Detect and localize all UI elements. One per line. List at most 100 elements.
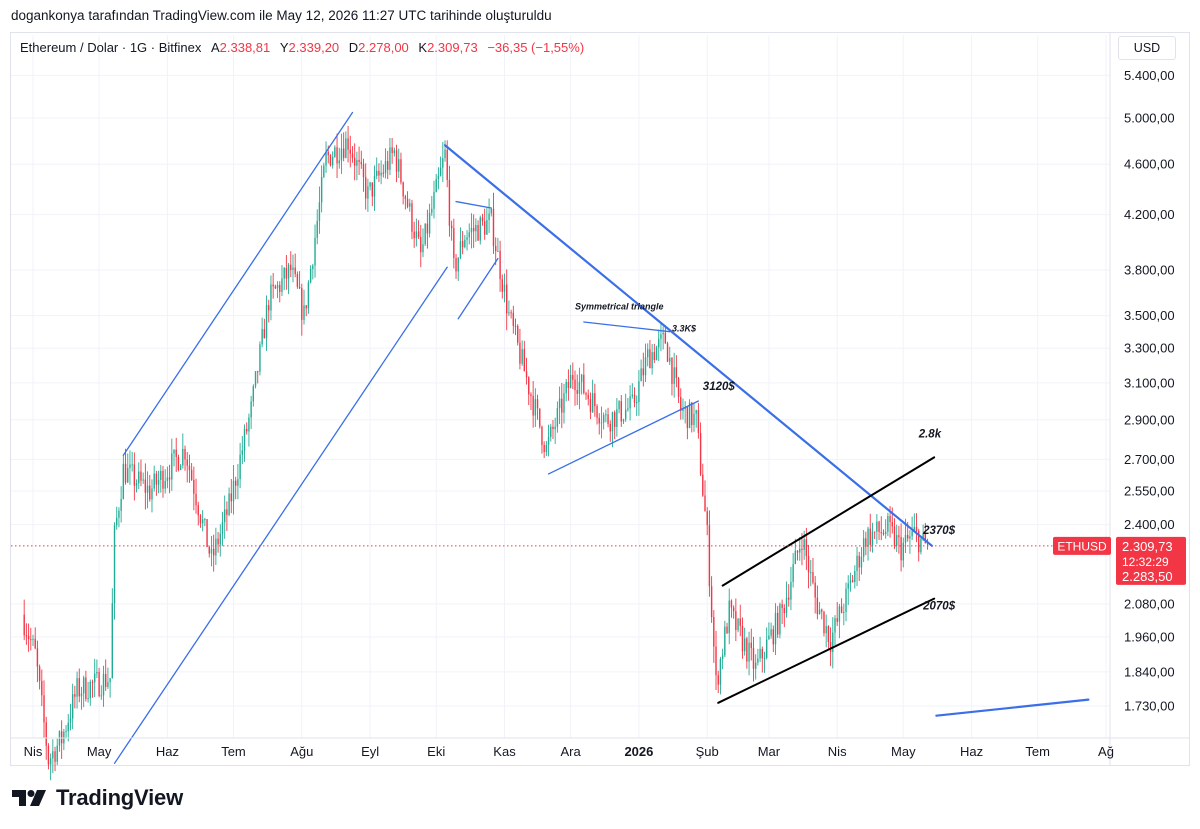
candle <box>613 410 616 440</box>
candle <box>96 659 98 679</box>
last-price-value: 2.309,73 <box>1122 539 1173 554</box>
last-price-tag <box>1116 536 1186 585</box>
candle <box>254 371 257 389</box>
y-tick-label: 1.960,00 <box>1124 629 1175 644</box>
x-tick-label: May <box>891 744 916 759</box>
candle <box>547 424 550 457</box>
candle <box>882 529 885 536</box>
candle <box>160 464 162 493</box>
candle <box>184 445 186 471</box>
candle <box>65 725 67 739</box>
candle <box>287 262 290 295</box>
time-axis: Nis May Haz Tem Ağu Eyl Eki Kas Ara 2026 Şub Mar Nis… <box>11 737 1189 759</box>
candle <box>503 273 506 303</box>
candle <box>666 341 669 363</box>
candle <box>878 520 880 540</box>
candle <box>638 370 640 416</box>
candle <box>501 274 504 299</box>
x-tick-label: 2026 <box>624 744 653 759</box>
candle <box>197 501 199 526</box>
candle <box>743 627 746 656</box>
symbol-label[interactable]: Ethereum / Dolar · 1G · Bitfinex <box>20 40 202 55</box>
candle <box>356 151 358 181</box>
candle <box>406 191 409 209</box>
candle <box>840 598 843 614</box>
candle <box>856 546 858 587</box>
candle <box>635 395 638 416</box>
candle <box>550 423 552 442</box>
candle <box>138 462 140 490</box>
candle <box>360 150 362 169</box>
candle <box>631 383 633 399</box>
candle <box>829 627 832 667</box>
high-label: Y <box>279 40 289 55</box>
y-tick-label: 3.300,00 <box>1124 341 1175 356</box>
candle <box>382 164 385 178</box>
candle <box>199 514 202 528</box>
candle <box>155 470 158 496</box>
tradingview-wordmark: TradingView <box>56 785 183 810</box>
candle <box>536 394 539 420</box>
y-tick-label: 2.550,00 <box>1124 484 1175 499</box>
rising-channel-upper <box>122 111 354 456</box>
currency-button[interactable]: USD <box>1118 36 1176 60</box>
candle <box>569 364 572 389</box>
y-tick-label: 2.900,00 <box>1124 412 1175 427</box>
candle <box>735 598 737 642</box>
candle <box>49 753 52 781</box>
candle <box>653 343 656 364</box>
candle <box>186 451 188 483</box>
candle <box>453 218 455 269</box>
candle <box>783 604 786 628</box>
y-tick-label: 3.800,00 <box>1124 263 1175 278</box>
candle <box>210 535 213 567</box>
candle <box>439 156 442 177</box>
candle <box>479 215 481 245</box>
candle <box>175 437 177 473</box>
candle <box>737 617 739 633</box>
y-tick-label: 2.700,00 <box>1124 452 1175 467</box>
candle <box>688 399 691 429</box>
candle <box>252 384 255 407</box>
candle <box>241 436 244 465</box>
bar-countdown: 12:32:29 <box>1122 555 1169 569</box>
chart-frame <box>10 32 1190 766</box>
candle <box>594 383 596 417</box>
candle <box>719 656 722 695</box>
candle <box>814 575 816 614</box>
x-tick-label: Ağu <box>290 744 313 759</box>
x-tick-label: Mar <box>758 744 781 759</box>
candle <box>56 738 58 765</box>
candle <box>860 547 863 575</box>
candle <box>763 651 766 673</box>
candle <box>752 636 755 682</box>
tradingview-logo[interactable]: TradingView <box>12 785 183 811</box>
candle <box>591 379 594 413</box>
candle <box>444 140 446 162</box>
candle <box>647 343 649 367</box>
candle <box>796 550 799 561</box>
candle <box>270 275 272 321</box>
candle <box>38 664 41 690</box>
candle <box>741 617 744 659</box>
candle <box>345 131 347 159</box>
candle <box>281 265 283 296</box>
candle <box>135 479 138 493</box>
candle <box>873 531 876 539</box>
candle <box>821 608 823 620</box>
open-value: 2.338,81 <box>219 40 271 55</box>
y-tick-label: 3.500,00 <box>1124 308 1175 323</box>
candle <box>732 605 735 619</box>
candle <box>521 340 523 366</box>
candle <box>506 269 508 331</box>
candle <box>770 622 772 639</box>
candle <box>721 648 724 670</box>
candle <box>27 623 30 652</box>
candle <box>477 220 479 241</box>
candle <box>384 148 387 179</box>
candle <box>534 388 537 427</box>
candle <box>431 196 433 216</box>
candle <box>140 459 142 487</box>
x-tick-label: Haz <box>960 744 983 759</box>
